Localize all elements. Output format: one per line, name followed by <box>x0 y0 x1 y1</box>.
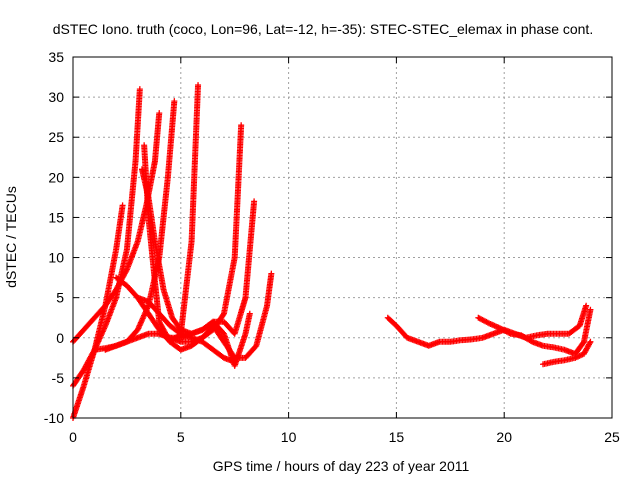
y-tick-label: 25 <box>48 129 64 145</box>
y-tick-label: 15 <box>48 209 64 225</box>
x-tick-label: 15 <box>389 429 405 445</box>
y-tick-label: 20 <box>48 169 64 185</box>
data-point <box>580 339 587 346</box>
data-point <box>587 306 594 313</box>
x-tick-label: 25 <box>604 429 620 445</box>
y-tick-label: -10 <box>44 410 64 426</box>
data-point <box>119 202 126 209</box>
data-point <box>156 110 163 117</box>
plot-frame <box>72 56 613 419</box>
data-point <box>136 86 143 93</box>
y-axis-label: dSTEC / TECUs <box>3 186 19 288</box>
series-2 <box>70 86 143 389</box>
x-tick-label: 5 <box>177 429 185 445</box>
data-point <box>195 82 202 89</box>
data-point <box>268 270 275 277</box>
x-axis-label: GPS time / hours of day 223 of year 2011 <box>213 458 470 474</box>
series-7 <box>134 294 238 365</box>
series-13 <box>540 338 594 368</box>
data-point <box>527 337 534 344</box>
chart-title: dSTEC Iono. truth (coco, Lon=96, Lat=-12… <box>53 21 593 37</box>
x-tick-label: 10 <box>281 429 297 445</box>
y-tick-label: -5 <box>52 370 65 386</box>
x-tick-label: 20 <box>496 429 512 445</box>
series-8 <box>138 166 258 337</box>
plot-area <box>70 82 594 421</box>
data-point <box>123 267 130 274</box>
data-point <box>238 122 245 129</box>
series-12 <box>475 306 594 357</box>
x-tick-label: 0 <box>69 429 77 445</box>
grid <box>73 57 612 418</box>
y-tick-label: 5 <box>56 290 64 306</box>
data-point <box>583 302 590 309</box>
axes-ticks: 0 5 10 15 20 25 -10 -5 0 5 10 15 20 25 30 35 <box>44 49 620 445</box>
data-point <box>587 338 594 345</box>
data-point <box>586 340 593 347</box>
data-point <box>484 319 491 326</box>
series-10 <box>102 310 253 369</box>
y-tick-label: 30 <box>48 89 64 105</box>
data-point <box>251 198 258 205</box>
data-point <box>171 98 178 105</box>
data-point <box>220 311 227 318</box>
y-tick-label: 35 <box>48 49 64 65</box>
y-tick-label: 0 <box>56 330 64 346</box>
data-point <box>246 310 253 317</box>
data-point <box>506 330 513 337</box>
y-tick-label: 10 <box>48 250 64 266</box>
